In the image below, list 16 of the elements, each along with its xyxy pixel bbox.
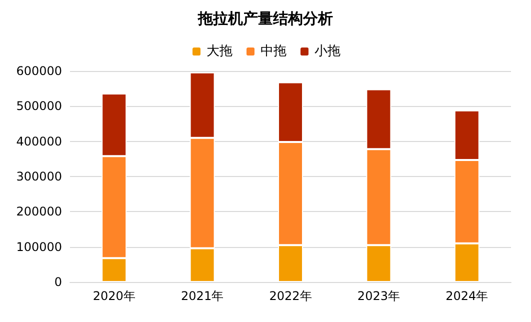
x-tick-label: 2024年 [446, 289, 488, 303]
chart-title: 拖拉机产量结构分析 [197, 10, 333, 28]
y-tick-label: 0 [54, 275, 62, 289]
y-tick-label: 200000 [16, 204, 62, 219]
legend-label: 小拖 [314, 44, 340, 59]
y-tick-label: 300000 [16, 170, 62, 184]
y-tick-label: 100000 [16, 240, 62, 254]
x-tick-label: 2020年 [92, 289, 136, 303]
legend-label: 大拖 [206, 44, 232, 59]
legend-label: 中拖 [260, 44, 286, 59]
x-tick-label: 2021年 [181, 289, 224, 303]
x-tick-label: 2023年 [357, 289, 400, 303]
y-tick-label: 500000 [16, 99, 62, 114]
y-tick-label: 400000 [16, 134, 62, 148]
y-tick-label: 600000 [16, 64, 62, 78]
x-tick-label: 2022年 [269, 289, 312, 303]
